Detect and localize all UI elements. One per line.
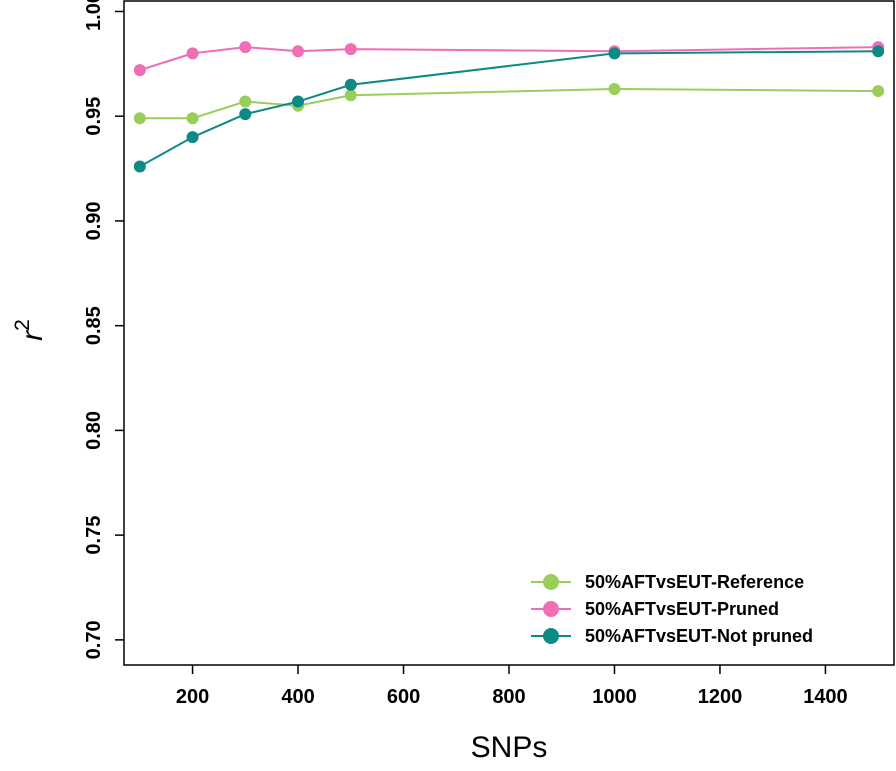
- y-tick-label: 0.75: [83, 516, 105, 555]
- data-point: [239, 95, 252, 108]
- y-tick-label: 0.70: [83, 620, 105, 659]
- y-tick-label: 0.80: [83, 411, 105, 450]
- data-point: [344, 89, 357, 102]
- x-axis: 200 400 600 800 1000 1200 1400: [176, 665, 848, 708]
- series-layer: [133, 41, 885, 173]
- legend-swatch-marker: [543, 601, 559, 617]
- data-point: [133, 64, 146, 77]
- data-point: [344, 43, 357, 56]
- legend-entry: 50%AFTvsEUT-Reference: [531, 572, 804, 592]
- y-tick-label: 0.90: [83, 201, 105, 240]
- x-tick-label: 800: [492, 686, 525, 708]
- x-tick-label: 200: [176, 686, 209, 708]
- y-axis-title: r2: [11, 319, 49, 341]
- series-2: [133, 45, 885, 173]
- series-1: [133, 41, 885, 77]
- y-axis-title-base: r: [16, 330, 49, 341]
- x-tick-label: 1400: [803, 686, 848, 708]
- data-point: [292, 45, 305, 58]
- data-point: [239, 108, 252, 121]
- legend-swatch-marker: [543, 574, 559, 590]
- data-point: [344, 78, 357, 91]
- data-point: [186, 47, 199, 60]
- data-point: [608, 47, 621, 60]
- y-axis: 0.70 0.75 0.80 0.85 0.90 0.95 1.00: [83, 0, 124, 659]
- data-point: [292, 95, 305, 108]
- legend: 50%AFTvsEUT-Reference 50%AFTvsEUT-Pruned 5…: [531, 572, 813, 646]
- data-point: [133, 112, 146, 125]
- y-tick-label: 1.00: [83, 0, 105, 31]
- data-point: [608, 82, 621, 95]
- legend-label: 50%AFTvsEUT-Not pruned: [585, 626, 813, 646]
- data-point: [186, 131, 199, 144]
- x-tick-label: 600: [387, 686, 420, 708]
- legend-entry: 50%AFTvsEUT-Not pruned: [531, 626, 813, 646]
- series-line: [139, 50, 879, 168]
- y-tick-label: 0.95: [83, 97, 105, 136]
- legend-swatch-marker: [543, 628, 559, 644]
- legend-label: 50%AFTvsEUT-Pruned: [585, 599, 779, 619]
- legend-label: 50%AFTvsEUT-Reference: [585, 572, 804, 592]
- y-tick-label: 0.85: [83, 306, 105, 345]
- data-point: [186, 112, 199, 125]
- x-tick-label: 1200: [698, 686, 743, 708]
- data-point: [133, 160, 146, 173]
- data-point: [872, 45, 885, 58]
- y-axis-title-superscript: 2: [11, 319, 34, 331]
- legend-entry: 50%AFTvsEUT-Pruned: [531, 599, 779, 619]
- x-tick-label: 400: [281, 686, 314, 708]
- data-point: [872, 85, 885, 98]
- x-tick-label: 1000: [592, 686, 637, 708]
- x-axis-title: SNPs: [471, 731, 548, 764]
- data-point: [239, 41, 252, 54]
